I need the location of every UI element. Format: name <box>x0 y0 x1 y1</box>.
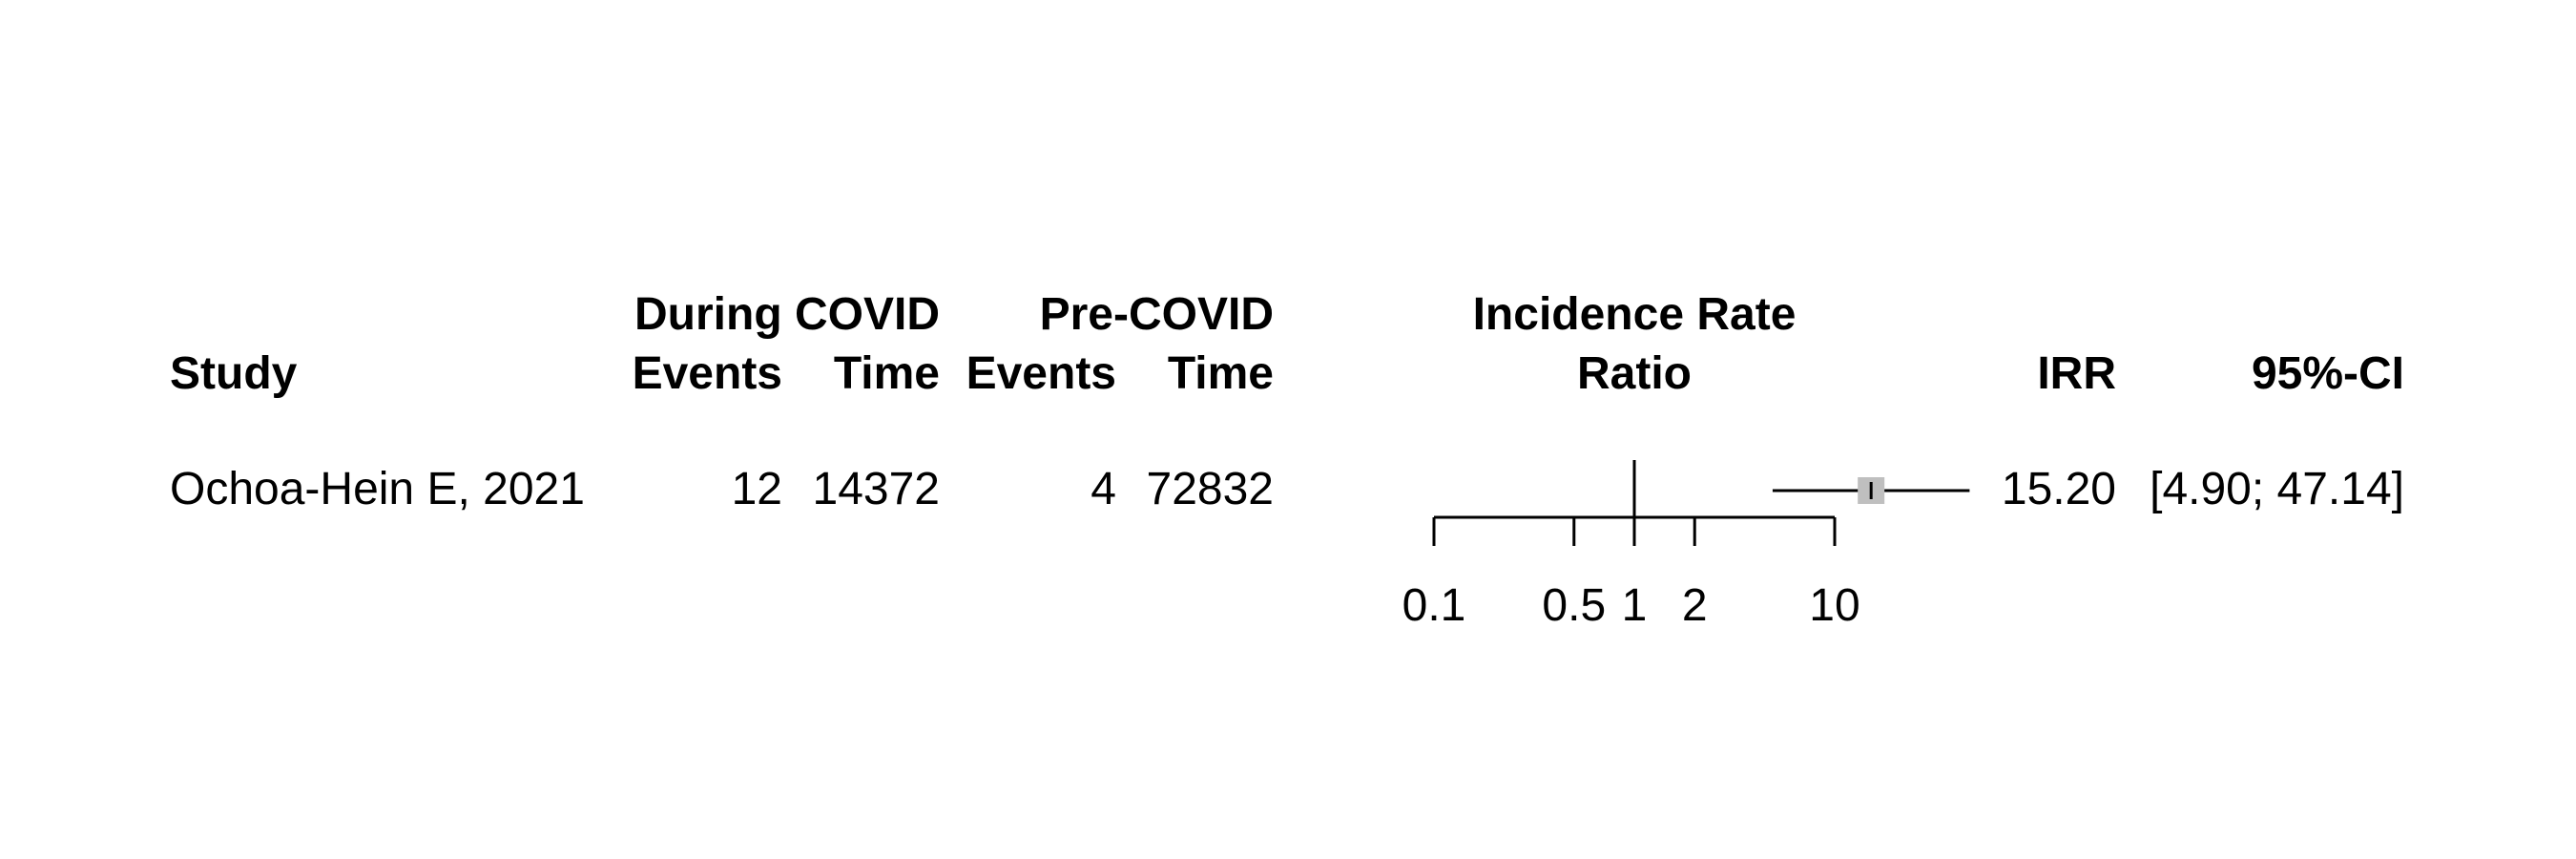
x-tick-label: 10 <box>1809 580 1859 631</box>
plot-marks: 0.1 0.5 1 2 10 <box>1402 460 1970 631</box>
x-tick-label: 1 <box>1622 580 1648 631</box>
header-plot-title-line2: Ratio <box>1577 348 1692 399</box>
header-during-time: Time <box>834 348 940 399</box>
study-pre-time: 72832 <box>1147 464 1274 514</box>
study-ci-value: [4.90; 47.14] <box>2150 464 2404 514</box>
x-tick-label: 2 <box>1682 580 1708 631</box>
study-row: Ochoa-Hein E, 2021 12 14372 4 72832 15.2… <box>170 464 2404 514</box>
header-ci: 95%-CI <box>2252 348 2404 399</box>
header-during-covid: During COVID <box>634 289 940 340</box>
study-during-time: 14372 <box>813 464 940 514</box>
header-pre-events: Events <box>966 348 1116 399</box>
study-irr-value: 15.20 <box>2002 464 2116 514</box>
study-pre-events: 4 <box>1091 464 1116 514</box>
study-label: Ochoa-Hein E, 2021 <box>170 464 585 514</box>
header-during-events: Events <box>633 348 782 399</box>
header-study: Study <box>170 348 298 399</box>
header-irr: IRR <box>2037 348 2116 399</box>
x-tick-label: 0.1 <box>1402 580 1466 631</box>
header-pre-time: Time <box>1168 348 1274 399</box>
header-pre-covid: Pre-COVID <box>1040 289 1274 340</box>
x-tick-label: 0.5 <box>1542 580 1606 631</box>
study-during-events: 12 <box>732 464 782 514</box>
header-plot-title-line1: Incidence Rate <box>1473 289 1797 340</box>
